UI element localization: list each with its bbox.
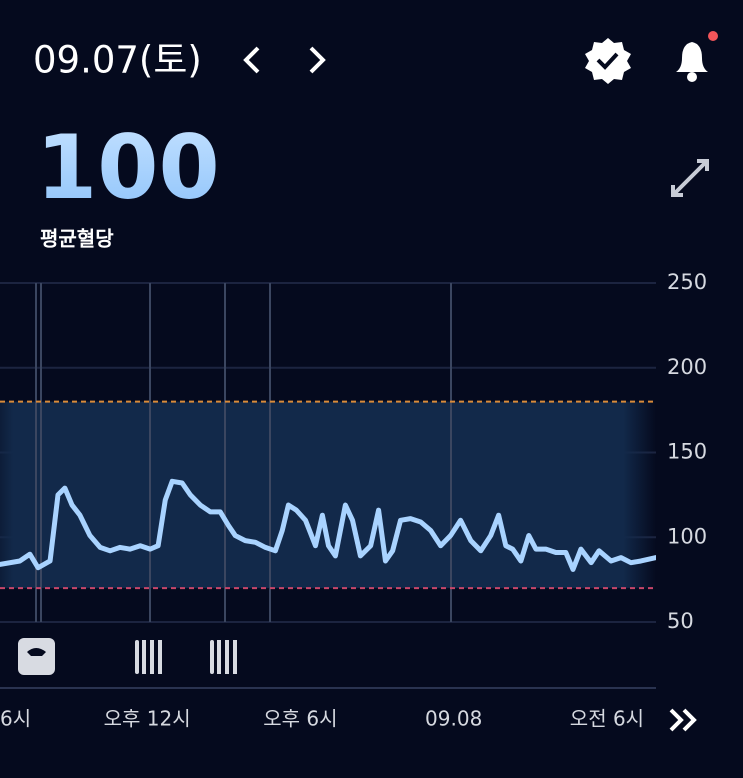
glucose-line <box>0 478 656 572</box>
meal-event[interactable] <box>210 640 237 674</box>
y-tick-label: 100 <box>667 524 707 548</box>
scroll-next[interactable] <box>669 708 697 732</box>
average-label: 평균혈당 <box>40 227 114 251</box>
average-value: 100 <box>36 116 220 219</box>
x-tick-label: 09.08 <box>425 707 482 731</box>
y-tick-label: 200 <box>667 355 707 379</box>
expand-icon[interactable] <box>671 159 709 197</box>
verified-icon[interactable] <box>585 38 631 84</box>
x-tick-label: 오후 12시 <box>104 707 191 731</box>
y-tick-label: 50 <box>667 609 694 633</box>
event-lines <box>35 283 452 622</box>
meal-event[interactable] <box>135 640 162 674</box>
x-tick-label: 오전 6시 <box>570 707 644 731</box>
x-tick-label: 6시 <box>0 707 31 731</box>
notification-icon[interactable] <box>676 31 718 82</box>
target-band <box>0 401 656 589</box>
y-tick-label: 250 <box>667 270 707 294</box>
next-day[interactable] <box>309 46 326 74</box>
date: 09.07(토) <box>33 39 202 82</box>
x-tick-label: 오후 6시 <box>263 707 337 731</box>
weight-event[interactable] <box>18 638 55 675</box>
prev-day[interactable] <box>243 46 260 74</box>
y-tick-label: 150 <box>667 440 707 464</box>
